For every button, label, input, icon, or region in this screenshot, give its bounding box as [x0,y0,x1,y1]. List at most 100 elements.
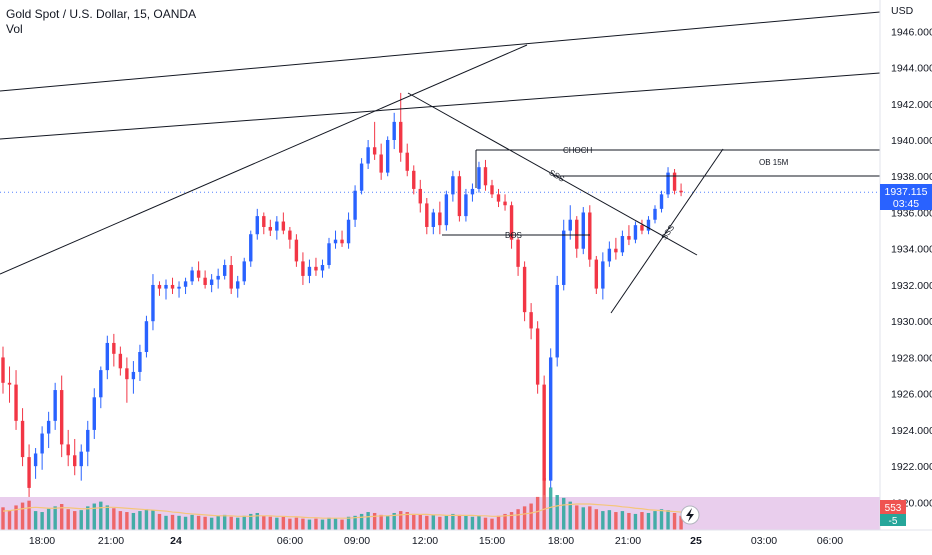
volume-bar [203,516,207,530]
volume-bar [327,517,331,530]
volume-bar [170,514,175,530]
volume-bar [457,514,462,530]
volume-bar [144,509,149,530]
volume-bar [157,513,162,530]
candle-body [366,147,370,164]
candle-body [164,284,168,289]
candle-body [451,176,455,195]
volume-bar [509,512,514,530]
volume-bar [627,512,631,530]
time-tick-label: 21:00 [615,535,641,547]
volume-bar [359,513,364,530]
candle-body [346,219,351,244]
volume-bar [177,515,181,530]
price-axis[interactable] [880,0,932,530]
volume-bars [1,478,683,530]
candle-body [496,194,501,202]
volume-bar [320,519,325,530]
volume-bar [379,514,383,530]
volume-bar [562,497,566,530]
candle-body [620,236,625,253]
time-tick-label: 21:00 [98,535,124,547]
candle-body [255,216,259,235]
volume-bar [646,512,651,530]
price-tick-label: 1940.000 [891,135,932,147]
volume-bar [138,511,142,530]
candle-body [464,194,468,217]
volume-bar [385,515,390,530]
volume-bar [568,501,572,530]
volume-bar [7,510,12,530]
volume-bar [40,512,44,530]
candle-body [92,397,96,430]
candle-body [33,453,38,467]
price-badge: 1937.115 03:45 [880,184,932,210]
volume-bar [53,506,57,530]
time-tick-label: 12:00 [412,535,438,547]
candle-body [581,212,585,249]
volume-bar [66,509,70,530]
candle-body [588,212,592,260]
volume-badges: 553 -5 [880,500,906,527]
trendline-falling[interactable] [407,92,698,256]
candle-body [73,455,77,467]
volume-bar [301,518,305,530]
volume-bar [118,511,123,530]
lightning-icon[interactable] [680,505,700,525]
trendline-upper-2[interactable] [0,72,881,140]
volume-bar [529,503,533,530]
time-axis[interactable] [0,530,932,550]
candle-body [236,281,240,289]
candle-body [1,357,5,383]
volume-bar [164,515,168,530]
trendline-upper-1[interactable] [0,11,881,92]
volume-bar [399,511,403,530]
volume-bar [183,516,188,530]
volume-bar [79,510,83,530]
candle-body [607,248,612,262]
volume-bar [444,515,449,530]
legend[interactable]: Gold Spot / U.S. Dollar, 15, OANDA Vol [6,7,196,37]
candle-body [262,216,266,227]
candle-body [425,203,429,227]
candle-body [562,230,566,285]
wedge-upper-line[interactable] [610,148,724,314]
candle-body [27,457,31,488]
volume-bar [620,511,625,530]
candle-body [640,225,644,231]
candle-body [281,221,286,231]
candle-body [20,420,25,458]
volume-indicator-label[interactable]: Vol [6,22,23,36]
volume-bar [73,511,77,530]
candle-body [418,188,422,204]
candle-body [99,370,103,398]
candle-body [379,154,383,173]
candle-body [183,281,188,287]
candle-body [477,167,481,189]
candle-body [575,219,579,249]
candle-body [275,221,279,231]
candle-body [196,270,201,278]
candle-body [509,205,514,240]
candle-body [327,243,331,266]
candle-body [470,188,475,195]
volume-bar [490,518,494,530]
candle-body [666,172,670,195]
candle-body [522,266,527,313]
choch-label: CHOCH [563,146,593,155]
time-ticks: 18:00 21:00 24 06:00 09:00 12:00 15:00 18:00 21:… [29,535,843,547]
candle-body [301,261,305,276]
plot-background [0,0,880,530]
candle-body [105,342,110,371]
price-tick-label: 1946.000 [891,26,932,38]
trendline-rising[interactable] [0,44,528,275]
candle-body [412,170,416,189]
symbol-title[interactable]: Gold Spot / U.S. Dollar, 15, OANDA [6,7,197,21]
candle-body [372,147,377,155]
candle-body [516,239,520,267]
volume-bar [275,517,279,530]
time-tick-label: 18:00 [29,535,55,547]
volume-bar [262,515,266,530]
